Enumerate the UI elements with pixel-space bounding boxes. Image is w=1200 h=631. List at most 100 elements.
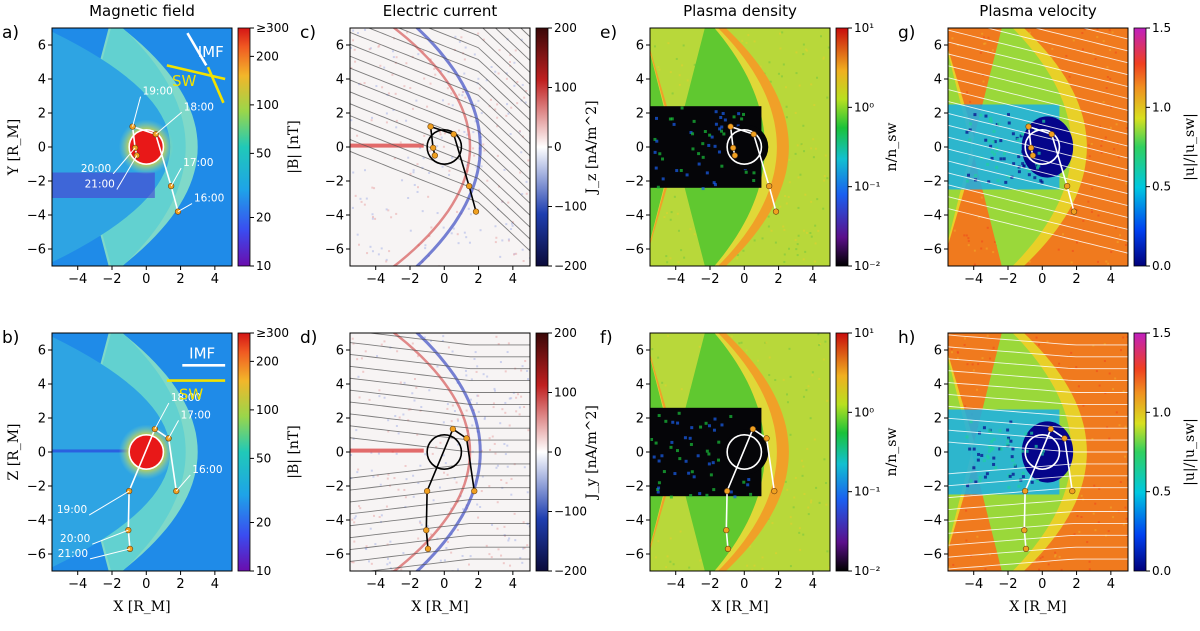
velocity-streamline — [948, 65, 1128, 111]
density-speckle — [787, 195, 790, 198]
current-speckle — [505, 77, 508, 80]
tail-speckle — [989, 144, 993, 148]
tail-speckle — [1017, 155, 1021, 159]
current-speckle — [528, 525, 530, 528]
density-speckle — [771, 522, 774, 525]
current-speckle — [429, 82, 432, 85]
velocity-speckle — [1092, 344, 1095, 347]
velocity-speckle — [1097, 214, 1100, 217]
y-tick-label: 4 — [934, 378, 942, 393]
current-speckle — [527, 429, 530, 432]
current-speckle — [440, 70, 443, 73]
current-speckle — [370, 469, 373, 472]
current-speckle — [436, 145, 439, 148]
y-tick-label: −2 — [625, 480, 644, 495]
tail-speckle — [690, 426, 694, 430]
current-speckle — [527, 159, 530, 162]
velocity-speckle — [1065, 54, 1068, 57]
x-tick-label: 0 — [440, 272, 448, 287]
density-speckle — [698, 345, 701, 348]
velocity-speckle — [1075, 366, 1078, 369]
velocity-speckle — [964, 405, 967, 408]
current-speckle — [509, 133, 512, 136]
density-speckle — [785, 393, 788, 396]
current-speckle — [383, 66, 386, 69]
current-speckle — [385, 505, 388, 508]
solar-wind-arrow — [206, 66, 225, 104]
colorbar-tick-label: 1.5 — [1152, 21, 1171, 35]
current-streamline — [344, 294, 533, 309]
velocity-speckle — [1081, 48, 1084, 51]
tail-speckle — [673, 472, 677, 476]
current-speckle — [418, 520, 421, 523]
current-speckle — [442, 335, 445, 338]
current-speckle — [508, 424, 511, 427]
current-speckle — [480, 449, 483, 452]
velocity-speckle — [1070, 351, 1073, 354]
current-speckle — [431, 452, 434, 455]
density-speckle — [790, 522, 793, 525]
current-speckle — [450, 551, 453, 554]
velocity-speckle — [1108, 437, 1111, 440]
tail-speckle — [988, 449, 992, 453]
velocity-speckle — [1035, 336, 1038, 339]
current-speckle — [463, 58, 466, 61]
current-speckle — [390, 216, 393, 219]
current-speckle — [523, 547, 526, 550]
tail-speckle — [1020, 132, 1024, 136]
current-speckle — [380, 514, 383, 517]
orbit-marker — [763, 435, 770, 442]
y-tick-label: 6 — [636, 39, 644, 54]
tail-speckle — [992, 456, 996, 460]
current-speckle — [370, 119, 373, 122]
velocity-speckle — [1054, 554, 1057, 557]
current-streamline — [482, 28, 530, 74]
current-speckle — [495, 335, 498, 338]
current-speckle — [427, 195, 430, 198]
current-speckle — [468, 241, 471, 244]
orbit-marker — [165, 435, 172, 442]
current-speckle — [450, 420, 453, 423]
tail-speckle — [986, 456, 990, 460]
current-speckle — [494, 225, 497, 228]
colorbar-tick-label: 200 — [256, 49, 279, 63]
tail-speckle — [1006, 438, 1010, 442]
velocity-speckle — [983, 42, 986, 45]
velocity-speckle — [1096, 36, 1099, 39]
velocity-speckle — [1107, 262, 1110, 265]
velocity-speckle — [1046, 340, 1049, 343]
tail-speckle — [1009, 420, 1013, 424]
tail-speckle — [1002, 157, 1006, 161]
tail-speckle — [1041, 449, 1045, 453]
current-speckle — [377, 452, 380, 455]
current-speckle — [386, 563, 389, 566]
orbit-time-pointer — [175, 474, 191, 492]
current-speckle — [514, 539, 517, 542]
current-speckle — [521, 248, 524, 251]
velocity-speckle — [1114, 226, 1117, 229]
current-speckle — [428, 235, 431, 238]
current-speckle — [480, 165, 483, 168]
velocity-speckle — [1070, 261, 1073, 264]
velocity-speckle — [1116, 241, 1119, 244]
current-speckle — [477, 32, 480, 35]
current-speckle — [521, 365, 524, 368]
current-speckle — [518, 406, 521, 409]
current-speckle — [480, 490, 483, 493]
current-speckle — [496, 125, 499, 128]
velocity-speckle — [981, 357, 984, 360]
current-speckle — [506, 444, 509, 447]
y-tick-label: −6 — [923, 243, 942, 258]
current-speckle — [359, 197, 362, 200]
orbit-time-pointer — [132, 96, 142, 127]
velocity-speckle — [1047, 563, 1050, 566]
y-tick-label: 0 — [636, 141, 644, 156]
velocity-speckle — [1119, 349, 1122, 352]
current-speckle — [423, 336, 426, 339]
current-speckle — [442, 145, 445, 148]
current-speckle — [365, 197, 368, 200]
velocity-speckle — [982, 80, 985, 83]
velocity-speckle — [967, 244, 970, 247]
velocity-speckle — [965, 539, 968, 542]
current-speckle — [482, 38, 485, 41]
